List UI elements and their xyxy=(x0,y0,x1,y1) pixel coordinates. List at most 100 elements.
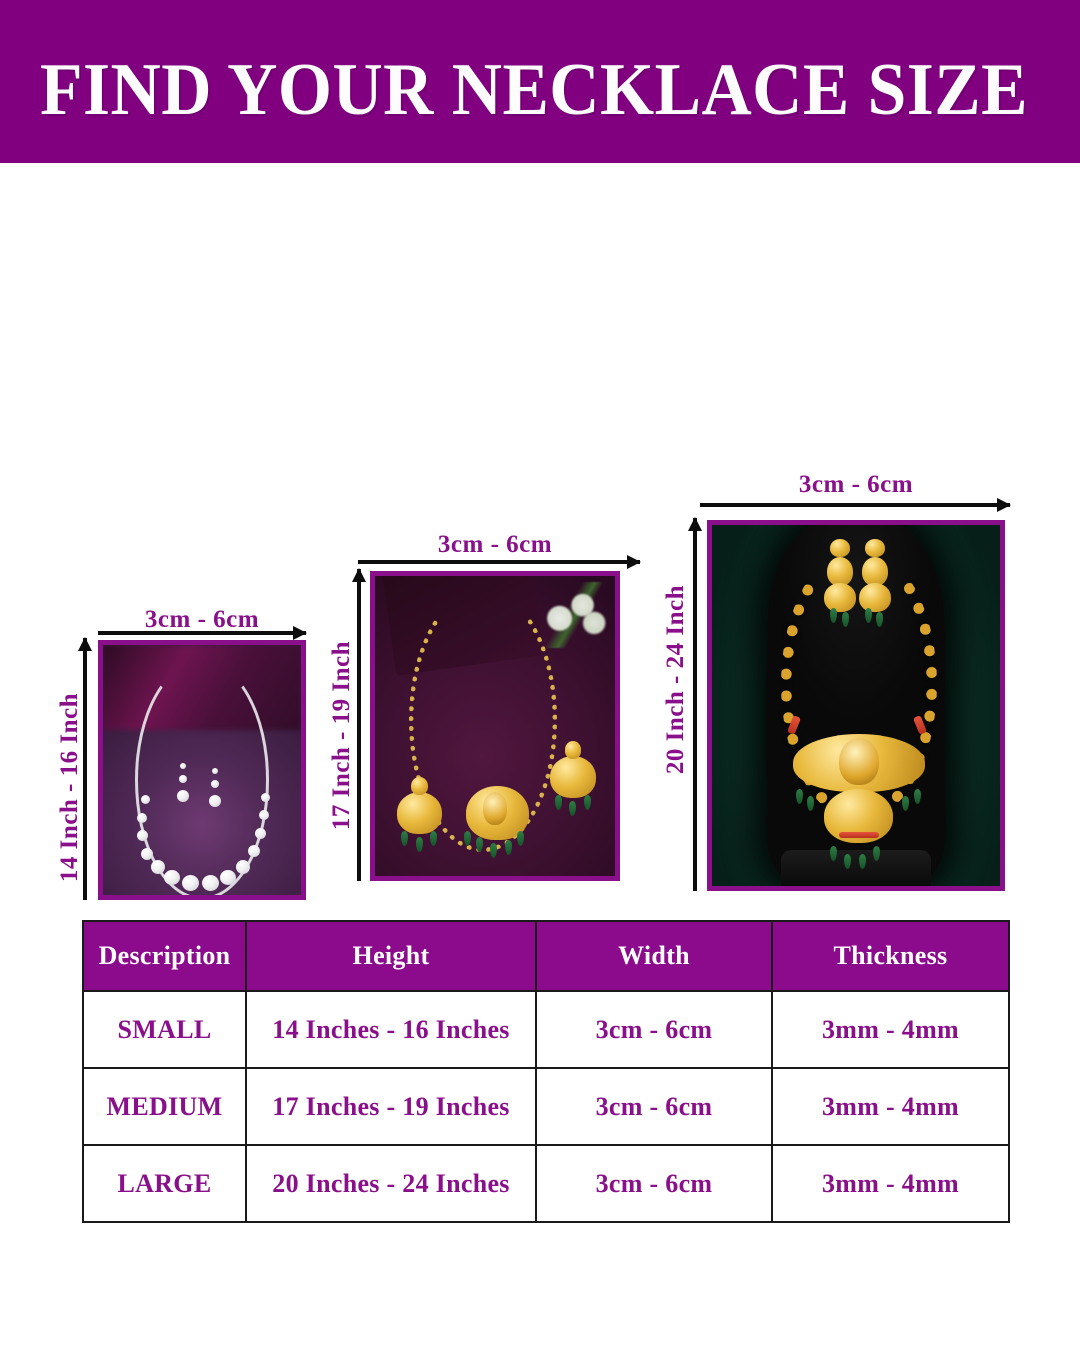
decorative-flowers-icon xyxy=(538,582,611,648)
green-bead xyxy=(430,831,438,846)
medium-photo-background xyxy=(375,576,615,876)
green-bead xyxy=(555,795,562,810)
table-row: SMALL 14 Inches - 16 Inches 3cm - 6cm 3m… xyxy=(82,990,1010,1069)
arrow-head-icon xyxy=(688,517,702,531)
bead xyxy=(247,845,260,857)
green-bead xyxy=(569,801,577,816)
earring-bead xyxy=(210,780,219,788)
arrow-line xyxy=(358,560,640,564)
bead xyxy=(164,870,181,885)
green-bead xyxy=(902,795,910,811)
small-height-arrow xyxy=(78,637,92,900)
cell-description: SMALL xyxy=(82,990,247,1069)
large-height-arrow xyxy=(688,517,702,891)
table-header-row: Description Height Width Thickness xyxy=(82,920,1010,992)
right-earring-top-icon xyxy=(564,741,582,759)
green-bead xyxy=(844,853,852,869)
bead xyxy=(136,812,147,823)
bead xyxy=(261,792,271,802)
green-bead xyxy=(415,837,423,852)
medium-width-label: 3cm - 6cm xyxy=(437,531,553,558)
cell-thickness: 3mm - 4mm xyxy=(771,1067,1010,1146)
left-earring-top-icon xyxy=(411,777,428,795)
green-bead xyxy=(873,846,881,862)
green-bead xyxy=(463,831,471,846)
cell-width: 3cm - 6cm xyxy=(535,990,773,1069)
lakshmi-motif-icon xyxy=(838,737,880,785)
green-bead xyxy=(490,843,498,858)
earring-bead xyxy=(208,795,221,807)
green-bead xyxy=(864,608,872,624)
cell-width: 3cm - 6cm xyxy=(535,1144,773,1223)
right-earring-icon xyxy=(550,756,596,798)
arrow-head-icon xyxy=(627,555,641,569)
green-bead xyxy=(841,611,849,627)
arrow-line xyxy=(357,569,361,881)
column-header-height: Height xyxy=(245,920,537,992)
right-jhumka-top-icon xyxy=(864,539,885,558)
bead xyxy=(140,847,153,860)
size-panels: 3cm - 6cm 14 Inch - 16 Inch xyxy=(0,163,1080,972)
gold-chain-icon xyxy=(408,588,558,852)
green-bead xyxy=(807,795,815,811)
table-row: MEDIUM 17 Inches - 19 Inches 3cm - 6cm 3… xyxy=(82,1067,1010,1146)
large-width-label: 3cm - 6cm xyxy=(798,471,914,498)
page-title: FIND YOUR NECKLACE SIZE xyxy=(40,48,1029,131)
bead xyxy=(259,810,270,820)
column-header-width: Width xyxy=(535,920,773,992)
arrow-head-icon xyxy=(352,568,366,582)
header-banner: FIND YOUR NECKLACE SIZE xyxy=(0,0,1080,163)
small-photo-background xyxy=(103,645,301,895)
bead xyxy=(182,875,200,891)
green-bead xyxy=(475,837,483,852)
bead xyxy=(136,830,148,841)
bust-base-icon xyxy=(781,849,931,886)
cell-height: 17 Inches - 19 Inches xyxy=(245,1067,537,1146)
arrow-line xyxy=(83,638,87,900)
small-width-arrow xyxy=(98,626,307,640)
arrow-head-icon xyxy=(78,637,92,651)
cell-width: 3cm - 6cm xyxy=(535,1067,773,1146)
left-jhumka-mid-icon xyxy=(827,557,854,587)
cell-height: 14 Inches - 16 Inches xyxy=(245,990,537,1069)
medium-width-arrow xyxy=(358,555,641,569)
table-row: LARGE 20 Inches - 24 Inches 3cm - 6cm 3m… xyxy=(82,1144,1010,1223)
cell-description: MEDIUM xyxy=(82,1067,247,1146)
bead xyxy=(255,827,267,839)
green-bead xyxy=(913,788,921,804)
bead xyxy=(150,860,165,874)
right-jhumka-mid-icon xyxy=(861,557,888,587)
green-bead xyxy=(516,831,524,846)
bead xyxy=(235,860,250,874)
arrow-head-icon xyxy=(293,626,307,640)
right-jhumka-bell-icon xyxy=(858,582,891,612)
cell-height: 20 Inches - 24 Inches xyxy=(245,1144,537,1223)
cell-thickness: 3mm - 4mm xyxy=(771,990,1010,1069)
green-bead xyxy=(795,788,803,804)
bead xyxy=(202,875,219,891)
large-necklace-photo xyxy=(707,520,1005,891)
column-header-thickness: Thickness xyxy=(771,920,1010,992)
table-header: Description Height Width Thickness xyxy=(82,920,1010,992)
earring-bead xyxy=(179,775,188,783)
green-bead xyxy=(830,608,838,624)
medium-necklace-photo xyxy=(370,571,620,881)
table-body: SMALL 14 Inches - 16 Inches 3cm - 6cm 3m… xyxy=(82,990,1010,1223)
medium-height-label: 17 Inch - 19 Inch xyxy=(328,641,355,831)
bead xyxy=(219,870,236,885)
deity-motif-icon xyxy=(483,792,507,825)
earring-bead xyxy=(211,767,218,774)
green-bead xyxy=(583,795,591,810)
large-height-label: 20 Inch - 24 Inch xyxy=(662,585,689,775)
cell-thickness: 3mm - 4mm xyxy=(771,1144,1010,1223)
green-bead xyxy=(876,611,884,627)
size-chart-table: Description Height Width Thickness SMALL… xyxy=(82,920,1010,1223)
column-header-description: Description xyxy=(82,920,247,992)
arrow-head-icon xyxy=(997,498,1011,512)
small-height-label: 14 Inch - 16 Inch xyxy=(56,693,83,883)
left-earring-icon xyxy=(396,792,443,834)
earring-bead xyxy=(177,790,190,802)
earring-bead xyxy=(180,762,187,769)
small-width-label: 3cm - 6cm xyxy=(144,606,260,633)
